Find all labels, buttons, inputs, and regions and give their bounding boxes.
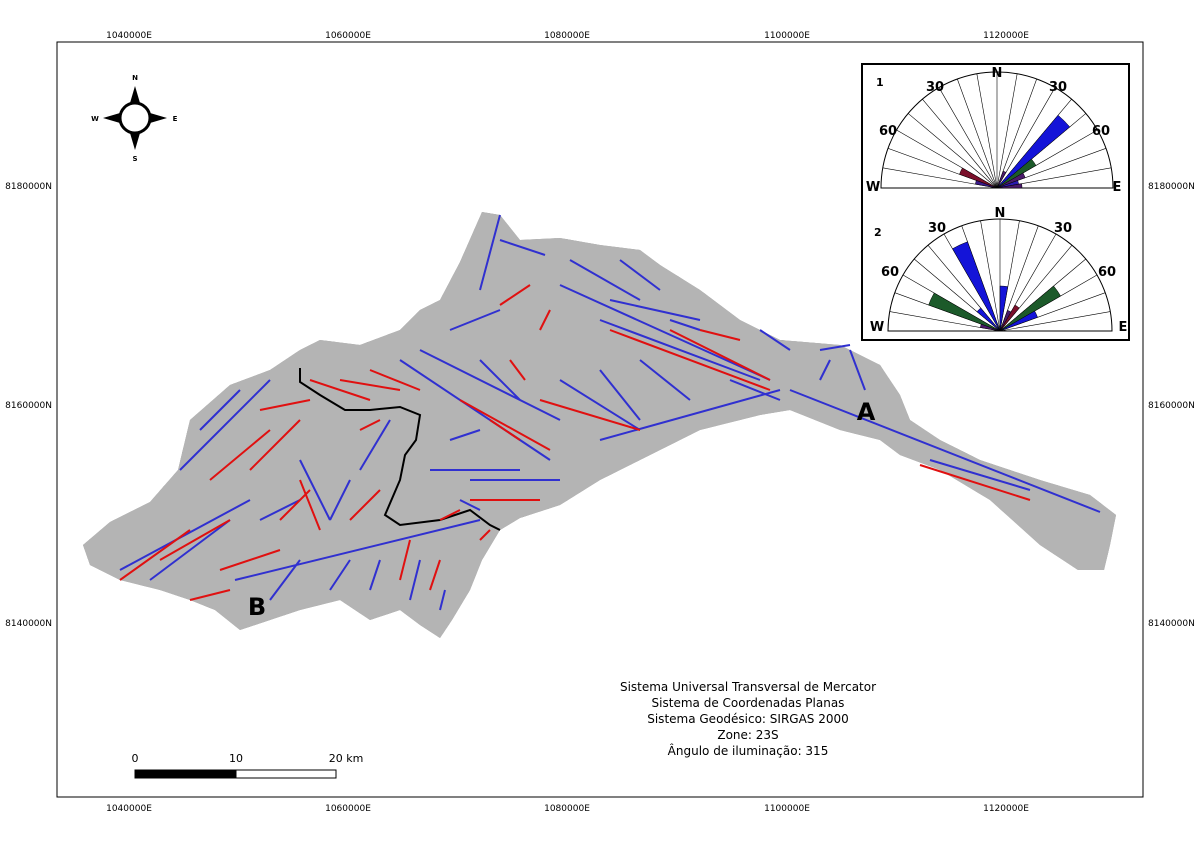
rose-labels: 1 30 N 30 60 60 W E 2 30 N 30 60 60 W E [866,66,1128,335]
compass-e: E [173,115,178,123]
rose-spoke [957,78,998,189]
x-coord-label: 1080000E [544,804,590,814]
info-line: Sistema Universal Transversal de Mercato… [620,680,876,694]
rose-tick: 60 [1092,124,1110,139]
rose-spoke [999,311,1111,332]
rose-petal [996,183,1023,189]
rose-west: W [870,320,884,335]
rose-diagrams [880,71,1114,332]
compass: N S W E [91,74,177,163]
area-label: B [248,593,266,621]
rose-tick: 30 [1049,80,1067,95]
rose-number: 1 [876,76,884,89]
basin [82,211,1117,639]
rose-tick: 60 [1098,265,1116,280]
rose-petal [999,304,1020,332]
x-coord-label: 1080000E [544,31,590,41]
rose-petal [996,172,1026,189]
compass-n: N [132,74,138,82]
rose-petal [999,285,1061,332]
rose-number: 2 [874,226,882,239]
scale-label: 0 [132,752,139,765]
x-coord-label: 1060000E [325,804,371,814]
rose-east: E [1113,180,1122,195]
rose-spoke [922,98,998,189]
rose-spoke [907,113,998,189]
rose-tick: 30 [1054,221,1072,236]
x-coord-label: 1120000E [983,31,1029,41]
info-line: Sistema de Coordenadas Planas [652,696,845,710]
rose-north: N [992,66,1003,81]
rose-petal [999,285,1009,332]
info-line: Ângulo de iluminação: 315 [668,743,829,758]
sub-basin-boundary [299,368,501,531]
rose-spoke [996,87,1056,189]
rose-petal [996,114,1071,189]
x-coord-label: 1040000E [106,31,152,41]
y-coord-label: 8180000N [1148,182,1195,192]
rose-west: W [866,180,880,195]
y-coord-label: 8140000N [5,619,52,629]
rose-petal [975,180,998,189]
scale-label: 10 [229,752,243,765]
info-line: Sistema Geodésico: SIRGAS 2000 [647,712,849,726]
y-coord-label: 8160000N [1148,401,1195,411]
rose-spoke [996,78,1037,189]
area-label: A [857,398,876,426]
rose-petal [999,310,1038,332]
rose-spoke [976,73,998,189]
rose-spoke [996,73,1018,189]
rose-tick: 30 [928,221,946,236]
rose-tick: 30 [926,80,944,95]
x-coord-label: 1120000E [983,804,1029,814]
x-coord-label: 1040000E [106,804,152,814]
rose-spoke [938,87,998,189]
x-coord-label: 1060000E [325,31,371,41]
lineaments-blue [119,214,1101,611]
scale-label: 20 km [329,752,364,765]
coordinate-labels: 1040000E 1060000E 1080000E 1100000E 1120… [5,31,1195,814]
projection-info: Sistema Universal Transversal de Mercato… [620,680,876,758]
rose-petal [996,170,1007,189]
rose-petal [959,167,998,189]
rose-petal [996,158,1037,189]
y-coord-label: 8180000N [5,182,52,192]
rose-petal [928,292,1001,332]
rose-spoke [980,220,1001,332]
rose-petal [952,241,1001,332]
rose-petal [976,307,1001,332]
info-line: Zone: 23S [717,728,778,742]
rose-north: N [995,206,1006,221]
y-coord-label: 8140000N [1148,619,1195,629]
rose-east: E [1119,320,1128,335]
rose-petal [999,310,1012,332]
y-coord-label: 8160000N [5,401,52,411]
rose-petal [980,323,1001,332]
x-coord-label: 1100000E [764,804,810,814]
rose-tick: 60 [879,124,897,139]
x-coord-label: 1100000E [764,31,810,41]
scale-bar: 0 10 20 km [132,752,364,779]
compass-s: S [132,155,137,163]
lineaments-red [119,284,1031,601]
compass-w: W [91,115,99,123]
rose-tick: 60 [881,265,899,280]
